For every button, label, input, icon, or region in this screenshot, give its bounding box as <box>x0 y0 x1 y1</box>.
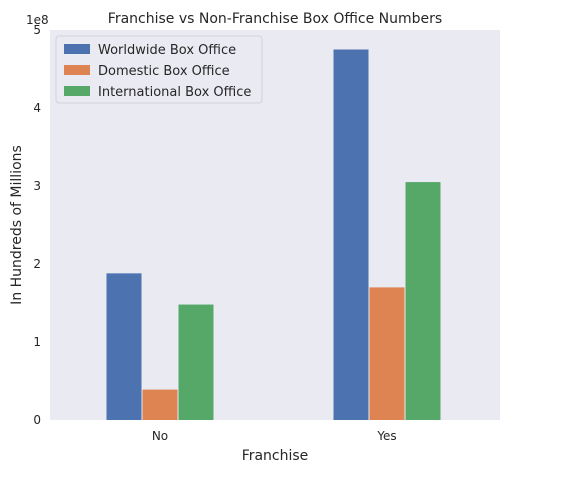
legend-items: Worldwide Box Office Domestic Box Office I… <box>64 43 251 100</box>
bar <box>405 182 441 420</box>
y-tick-label: 1 <box>33 335 41 349</box>
legend-box <box>55 35 263 104</box>
bar <box>106 273 142 420</box>
bar <box>178 304 214 420</box>
y-tick-label: 0 <box>33 413 41 427</box>
legend-label: Domestic Box Office <box>98 64 230 79</box>
bar <box>369 287 405 420</box>
legend-swatch <box>64 44 90 54</box>
bars-layer <box>106 49 441 420</box>
x-axis-title: Franchise <box>242 448 309 464</box>
y-tick-label: 2 <box>33 257 41 271</box>
x-tick-label: No <box>152 429 168 443</box>
legend-label: International Box Office <box>98 85 251 100</box>
bar <box>333 49 369 420</box>
legend-label: Worldwide Box Office <box>98 43 236 58</box>
legend-swatch <box>64 86 90 96</box>
y-tick-label: 5 <box>33 23 41 37</box>
y-ticks: 0 1 2 3 4 5 <box>33 23 41 427</box>
y-tick-label: 3 <box>33 179 41 193</box>
legend-swatch <box>64 65 90 75</box>
y-axis-title: In Hundreds of Millions <box>9 145 25 305</box>
y-offset-label: 1e8 <box>26 13 49 27</box>
legend: Worldwide Box Office Domestic Box Office I… <box>55 35 263 104</box>
x-ticks: No Yes <box>152 429 397 443</box>
x-tick-label: Yes <box>376 429 396 443</box>
chart-title: Franchise vs Non-Franchise Box Office Nu… <box>108 11 442 27</box>
bar <box>142 389 178 420</box>
y-tick-label: 4 <box>33 101 41 115</box>
